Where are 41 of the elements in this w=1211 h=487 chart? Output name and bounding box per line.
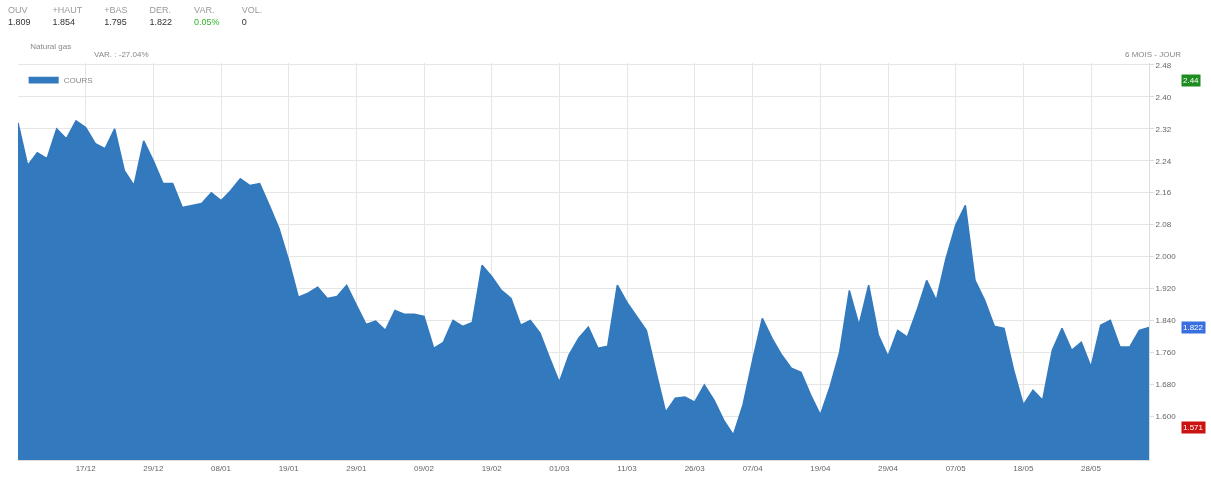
text: 2.44 (1183, 76, 1200, 85)
y-tick-label: 2.16 (1155, 188, 1172, 198)
x-tick-label: 08/01 (210, 463, 232, 473)
text: 6 MOIS - JOUR (1125, 50, 1182, 59)
x-tick-label: 19/02 (481, 463, 503, 473)
x-tick-label: 28/05 (1080, 463, 1102, 473)
x-tick-label: 07/04 (742, 463, 764, 473)
text: +HAUT 1.854 (52, 4, 83, 28)
y-tick-label: 2.40 (1155, 92, 1172, 102)
y-tick-label: 2.08 (1155, 220, 1172, 230)
x-tick-label: 07/05 (945, 463, 967, 473)
y-tick-label: 1.600 (1155, 411, 1177, 421)
x-tick-label: 19/04 (810, 463, 831, 473)
x-tick-label: 11/03 (617, 463, 638, 473)
text: +BAS 1.795 (104, 4, 128, 28)
text: DER. 1.822 (149, 4, 173, 28)
x-tick-label: 01/03 (549, 463, 570, 473)
text: OUV 1.809 (8, 4, 31, 28)
y-tick-label: 2.000 (1155, 252, 1177, 262)
y-tick-label: 1.760 (1155, 348, 1177, 358)
y-tick-label: 1.680 (1155, 379, 1177, 389)
y-tick-label: 1.920 (1155, 284, 1177, 294)
x-tick-label: 29/04 (877, 463, 899, 473)
legend-label: COURS (63, 75, 93, 85)
x-tick-label: 09/02 (413, 463, 435, 473)
text: VOL. 0 (241, 4, 263, 28)
x-tick-label: 18/05 (1013, 463, 1034, 473)
chart-title: Natural gas (30, 41, 72, 51)
text: 1.571 (1183, 423, 1204, 432)
y-tick-label: 2.24 (1155, 156, 1172, 166)
y-tick-label: 2.48 (1155, 60, 1172, 70)
y-tick-label: 1.840 (1155, 316, 1177, 326)
text: VAR. 0.05% (194, 4, 220, 28)
x-tick-label: 26/03 (684, 463, 706, 473)
x-tick-label: 19/01 (278, 463, 300, 473)
x-tick-label: 29/01 (346, 463, 367, 473)
text: 1.822 (1183, 323, 1204, 332)
y-tick-label: 2.32 (1155, 124, 1172, 134)
x-tick-label: 29/12 (143, 463, 164, 473)
chart-subtitle: VAR. : -27.04% (94, 50, 149, 59)
x-tick-label: 17/12 (75, 463, 97, 473)
